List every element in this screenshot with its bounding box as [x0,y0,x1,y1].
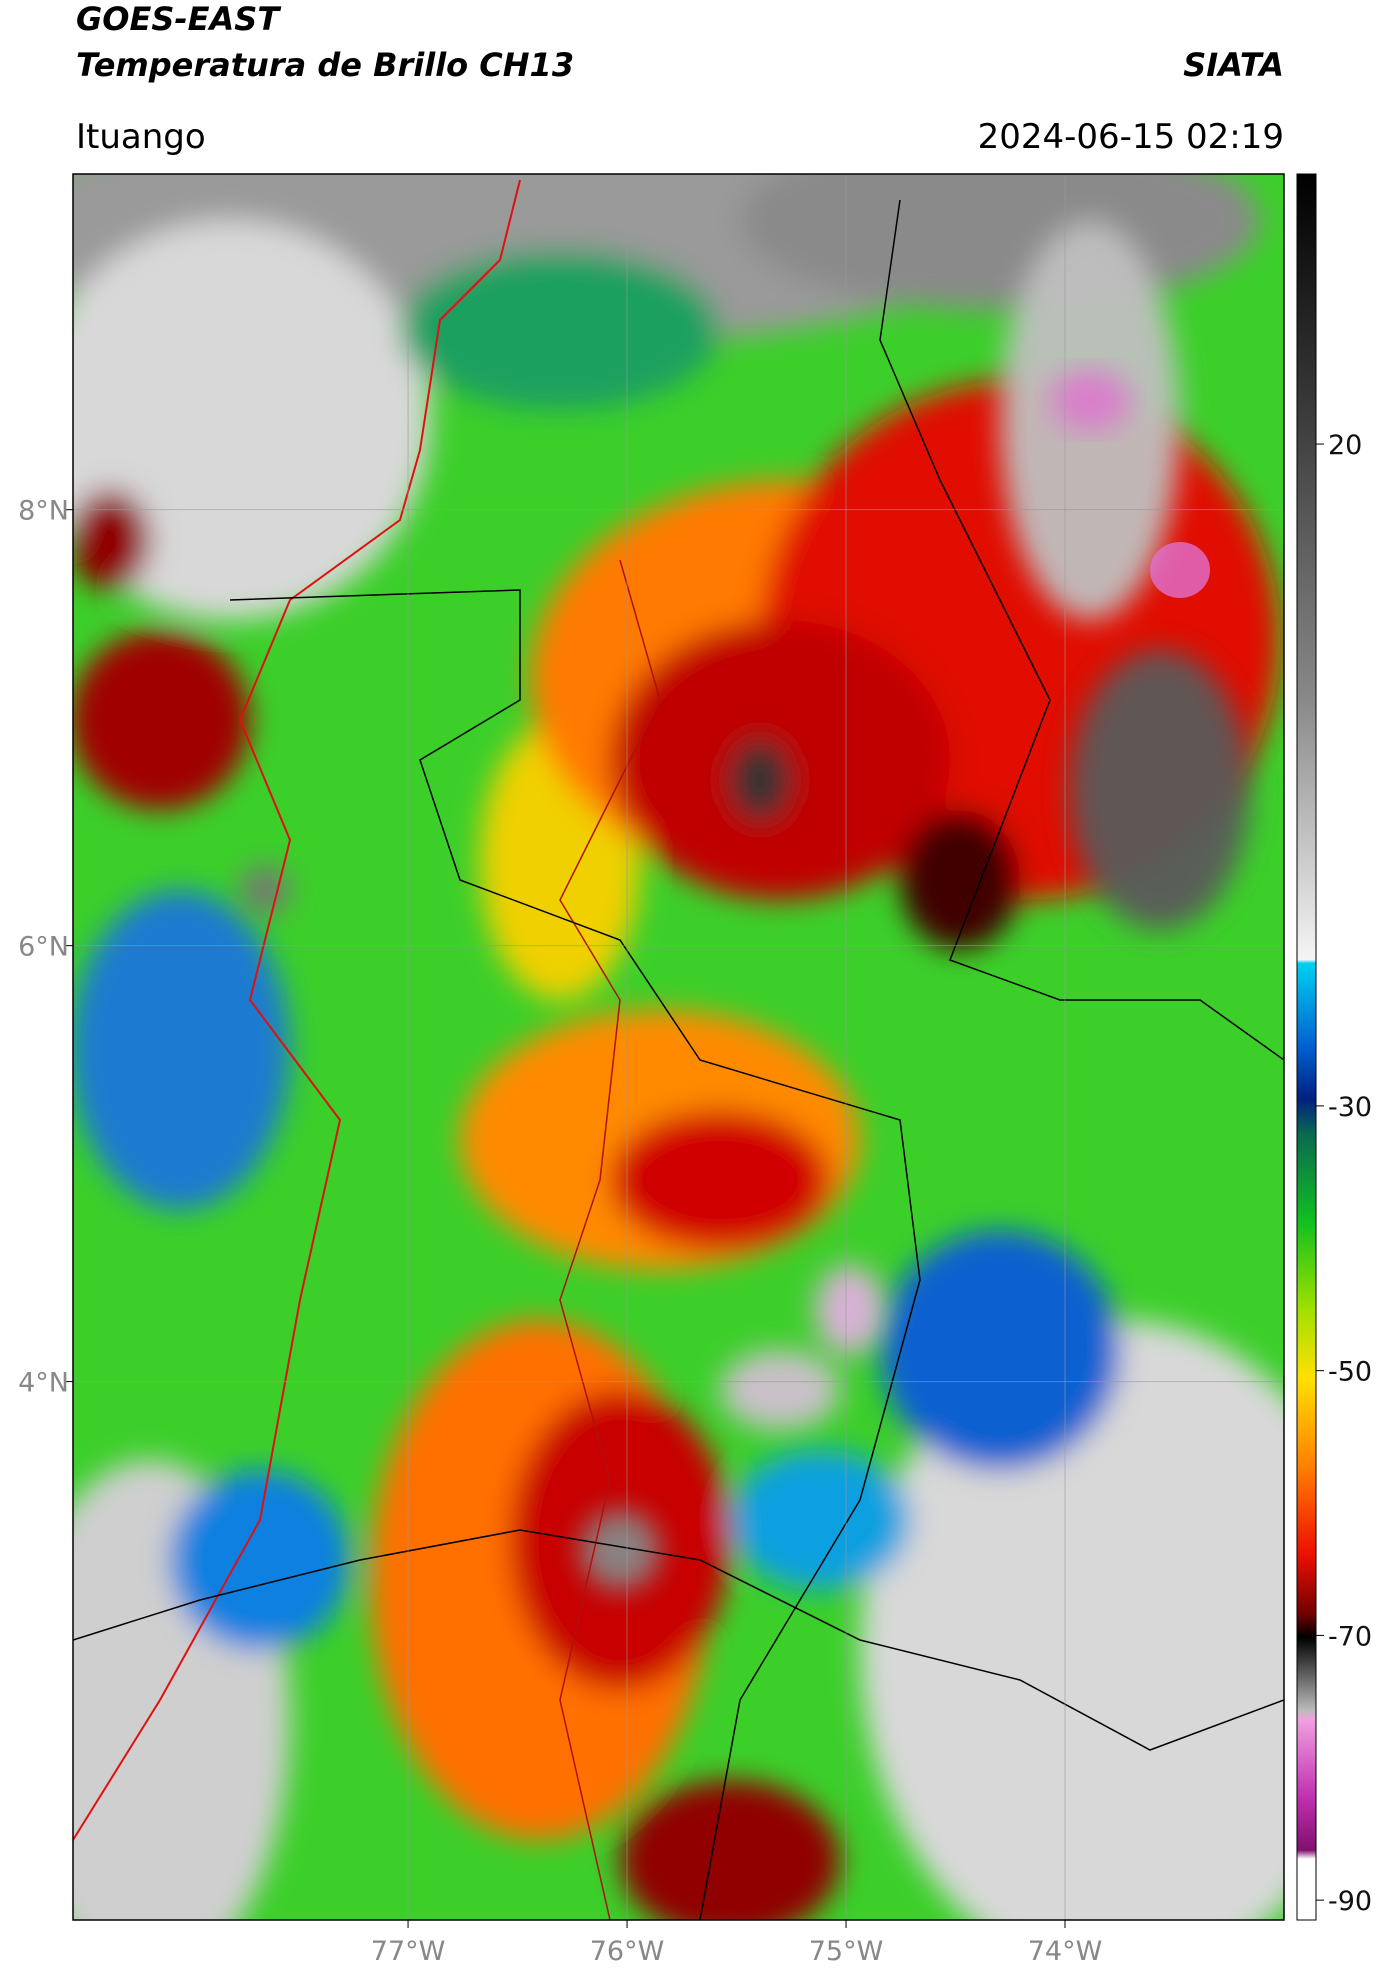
graticule [73,174,1284,1920]
colorbar-tick-label: -70 [1328,1621,1372,1652]
x-tick-label: 77°W [371,1936,446,1967]
colorbar-tick-label: -90 [1328,1886,1372,1917]
y-tick-label: 8°N [18,496,69,527]
x-tick-label: 74°W [1028,1936,1103,1967]
datetime: 2024-06-15 02:19 [978,117,1284,157]
map-frame [72,173,1285,1921]
colorbar-tick-label: 20 [1328,430,1362,461]
colorbar-tick-label: -50 [1328,1357,1372,1388]
source: SIATA [1183,46,1284,84]
title: GOES-EAST [76,0,281,38]
x-tick-label: 75°W [809,1936,884,1967]
y-tick-label: 4°N [18,1368,69,1399]
colorbar [1296,173,1317,1921]
location: Ituango [76,117,206,157]
y-tick-label: 6°N [18,932,69,963]
colorbar-tick-label: -30 [1328,1092,1372,1123]
satellite-image [73,174,1284,1920]
x-tick-label: 76°W [590,1936,665,1967]
subtitle: Temperatura de Brillo CH13 [76,46,574,84]
